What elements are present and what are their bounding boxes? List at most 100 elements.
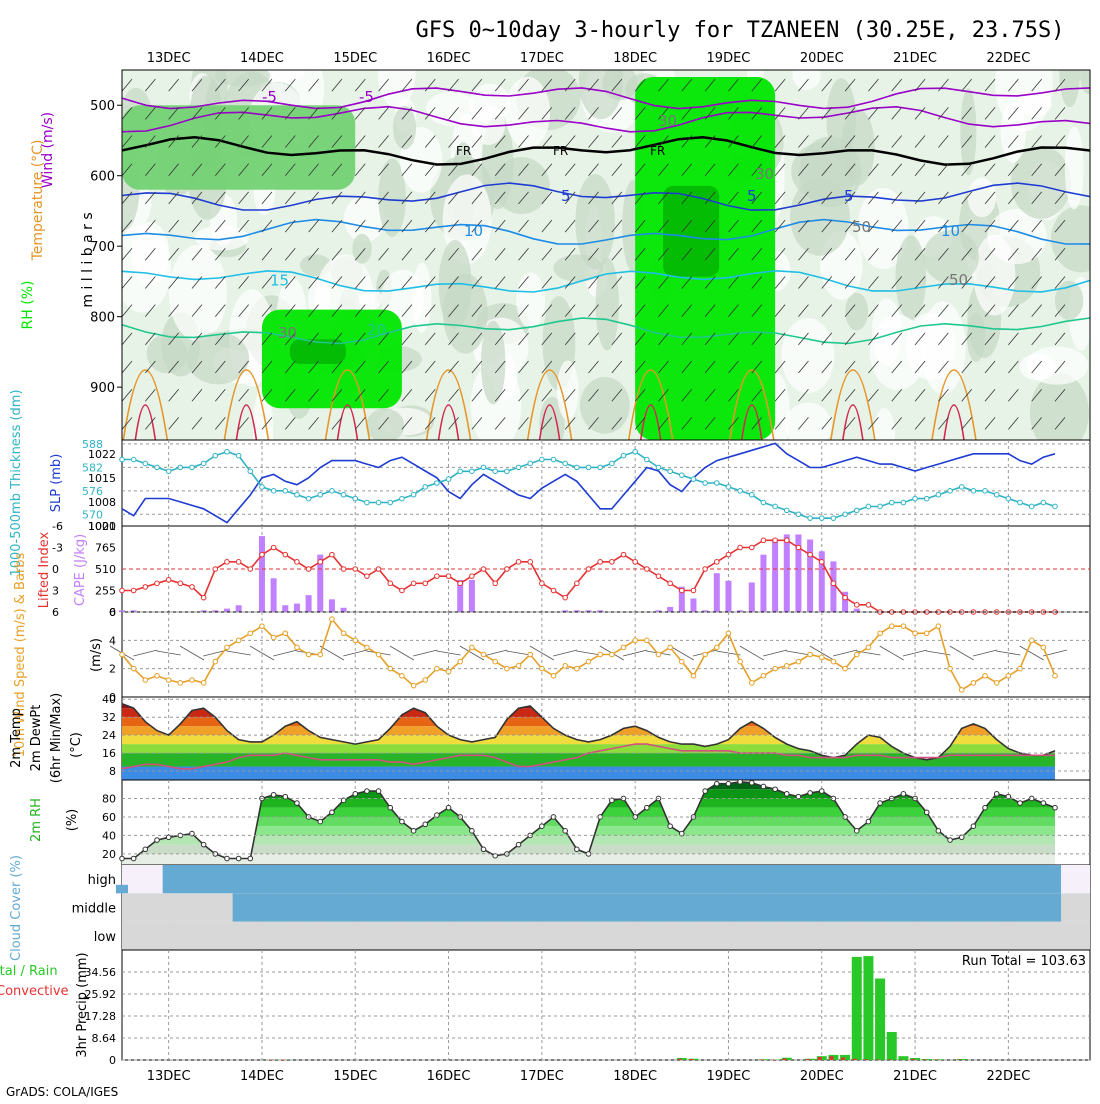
wind-speed-line-point [691, 673, 696, 678]
lifted-index-line-point [586, 567, 591, 572]
lifted-index-line-point [435, 574, 440, 579]
rh-texture [1030, 373, 1089, 453]
rh-unit: (%) [65, 809, 80, 832]
temp-tick-label: 40 [102, 693, 116, 706]
temp-tick-label: 24 [102, 729, 116, 742]
lifted-index-line-point [376, 567, 381, 572]
lifted-index-line-point [668, 581, 673, 586]
rh-line-point [225, 856, 230, 861]
lifted-index-line-point [190, 585, 195, 590]
thickness-line-point [866, 504, 871, 509]
rh-line-point [703, 789, 708, 794]
cloud-bar [687, 893, 699, 921]
wind-barb [320, 646, 344, 660]
cloud-bar [478, 865, 490, 893]
cloud-bar [408, 893, 420, 921]
contour-label: FR [553, 144, 568, 158]
wind-speed-line-point [131, 666, 136, 671]
contour-label: 30 [658, 112, 677, 130]
cloud-bar [734, 893, 746, 921]
precip-conv-bar [281, 1059, 285, 1060]
cloud-bar [396, 893, 408, 921]
rh-line-point [738, 780, 743, 785]
lifted-index-line-point [330, 552, 335, 557]
wind-barb [973, 650, 997, 656]
lifted-index-line-point [854, 603, 859, 608]
slp-tick-label: 1008 [88, 496, 116, 509]
wind-barb [553, 650, 577, 656]
cloud-bar [862, 865, 874, 893]
cloud-bar [804, 893, 816, 921]
wind-barb [833, 650, 857, 656]
lifted-index-line-point [446, 574, 451, 579]
rh-tick-label: 40 [102, 829, 116, 842]
wind-speed-line-point [376, 652, 381, 657]
contour-label: 5 [747, 187, 757, 205]
thickness-line-point [889, 500, 894, 505]
wind-speed-line-point [959, 688, 964, 693]
wind-speed-line-point [120, 652, 125, 657]
lifted-index-line-point [680, 588, 685, 593]
rh-texture [516, 272, 545, 328]
cloud-bar [361, 865, 373, 893]
cloud-bar [431, 893, 443, 921]
cloud-legend: Cloud Cover (%) [9, 855, 24, 961]
thickness-line-point [983, 489, 988, 494]
wind-speed-line-point [225, 645, 230, 650]
wind-barb [670, 646, 694, 660]
rh-line-point [388, 805, 393, 810]
rh-band [122, 826, 1090, 835]
rh-line-point [155, 838, 160, 843]
rh-line-point [365, 789, 370, 794]
contour-label: 5 [561, 187, 571, 205]
wind-speed-line-point [260, 624, 265, 629]
wind-speed-line-point [190, 678, 195, 683]
upper-air-plot [106, 31, 1100, 473]
rh-line-point [271, 792, 276, 797]
wind-speed-line-point [878, 631, 883, 636]
wind-speed-line-point [726, 631, 731, 636]
cloud-label: low [94, 930, 117, 945]
cloud-bar [443, 865, 455, 893]
rh-texture [1059, 36, 1080, 107]
cloud-bar [921, 893, 933, 921]
temp-tick-label: 8 [109, 765, 116, 778]
cloud-bar [489, 865, 501, 893]
wind-barb [133, 650, 157, 656]
wind-speed-line-point [540, 666, 545, 671]
rh-line-point [726, 781, 731, 786]
thickness-line-point [971, 489, 976, 494]
wind-speed-line-point [971, 681, 976, 686]
precip-conv-bar [864, 1059, 868, 1060]
thickness-line-point [225, 449, 230, 454]
cloud-bar [594, 865, 606, 893]
precip-conv-bar [678, 1059, 682, 1060]
cloud-bar [944, 865, 956, 893]
thickness-line-point [120, 457, 125, 462]
cape-bar [714, 573, 720, 612]
rh-texture [393, 106, 416, 150]
lifted-index-line-point [493, 581, 498, 586]
wind-speed-line-point [411, 683, 416, 688]
wind-barb [763, 650, 787, 656]
thickness-line-point [784, 508, 789, 513]
lifted-index-line-point [143, 585, 148, 590]
contour-label: FR [456, 144, 471, 158]
cloud-bar [711, 865, 723, 893]
thickness-line-point [143, 461, 148, 466]
cloud-bar [303, 893, 315, 921]
cloud-bar [851, 893, 863, 921]
thickness-line-point [365, 500, 370, 505]
lifted-index-line-point [563, 595, 568, 600]
cloud-bar [466, 865, 478, 893]
rh-line-point [120, 856, 125, 861]
thickness-line-point [505, 469, 510, 474]
date-label-top: 17DEC [520, 51, 564, 66]
rh-texture [1026, 346, 1089, 384]
rh-texture [895, 235, 926, 320]
cloud-bar [1002, 893, 1014, 921]
wind-speed-line-point [248, 631, 253, 636]
thickness-line-point [201, 461, 206, 466]
lifted-index-line-point [470, 574, 475, 579]
rh-line-point [924, 810, 929, 815]
